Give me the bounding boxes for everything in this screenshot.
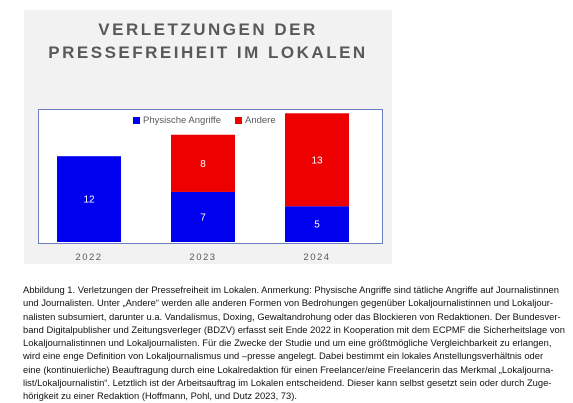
caption-line: und Journalisten. Unter „Andere“ werden …	[23, 297, 554, 309]
chart-legend: Physische Angriffe Andere	[133, 115, 276, 126]
chart-title-line-1: VERLETZUNGEN DER	[98, 20, 318, 39]
legend-label-physische-angriffe: Physische Angriffe	[143, 115, 221, 126]
chart-container: VERLETZUNGEN DER PRESSEFREIHEIT IM LOKAL…	[24, 10, 392, 264]
caption-line: nalisten subsumiert, darunter u.a. Vanda…	[23, 310, 561, 322]
data-label-physische-angriffe-2022: 12	[83, 195, 95, 206]
data-label-andere-2023: 8	[200, 159, 206, 170]
bar-physische-angriffe-2022	[57, 156, 121, 242]
x-tick-label-2022: 2022	[75, 252, 102, 263]
caption-line: wird eine enge Definition von Lokaljourn…	[23, 350, 544, 362]
legend-swatch-physische-angriffe	[133, 117, 140, 124]
legend-swatch-andere	[234, 117, 242, 124]
caption-line: Lokaljournalistinnen und Lokaljournalist…	[23, 337, 552, 349]
caption-line: eine (kontinuierliche) Beauftragung durc…	[23, 363, 554, 375]
figure-caption: Abbildung 1. Verletzungen der Pressefrei…	[23, 283, 565, 403]
caption-line: band Digitalpublisher und Zeitungsverleg…	[23, 323, 565, 335]
legend-label-andere: Andere	[244, 115, 276, 126]
legend-item-physische-angriffe: Physische Angriffe	[133, 115, 221, 126]
x-tick-label-2023: 2023	[189, 252, 216, 263]
bar-physische-angriffe-2023	[171, 191, 235, 242]
caption-line: list/Lokaljournalistin“. Letztlich ist d…	[23, 377, 552, 389]
data-label-andere-2024: 13	[311, 155, 323, 166]
x-tick-label-2024: 2024	[303, 252, 330, 263]
chart-title: VERLETZUNGEN DER PRESSEFREIHEIT IM LOKAL…	[24, 18, 392, 64]
caption-line: hörigkeit zu einer Redaktion (Hoffmann, …	[23, 390, 297, 402]
bar-andere-2023	[171, 134, 235, 192]
chart-title-line-2: PRESSEFREIHEIT IM LOKALEN	[48, 43, 368, 62]
data-label-physische-angriffe-2023: 7	[200, 212, 206, 223]
caption-line: Abbildung 1. Verletzungen der Pressefrei…	[23, 284, 559, 295]
legend-item-andere: Andere	[234, 115, 276, 126]
chart-svg: 12 2022 7 8 2023 5 13 2024	[57, 113, 349, 263]
bar-physische-angriffe-2024	[285, 206, 349, 242]
bar-andere-2024	[285, 113, 349, 207]
data-label-physische-angriffe-2024: 5	[314, 220, 320, 231]
